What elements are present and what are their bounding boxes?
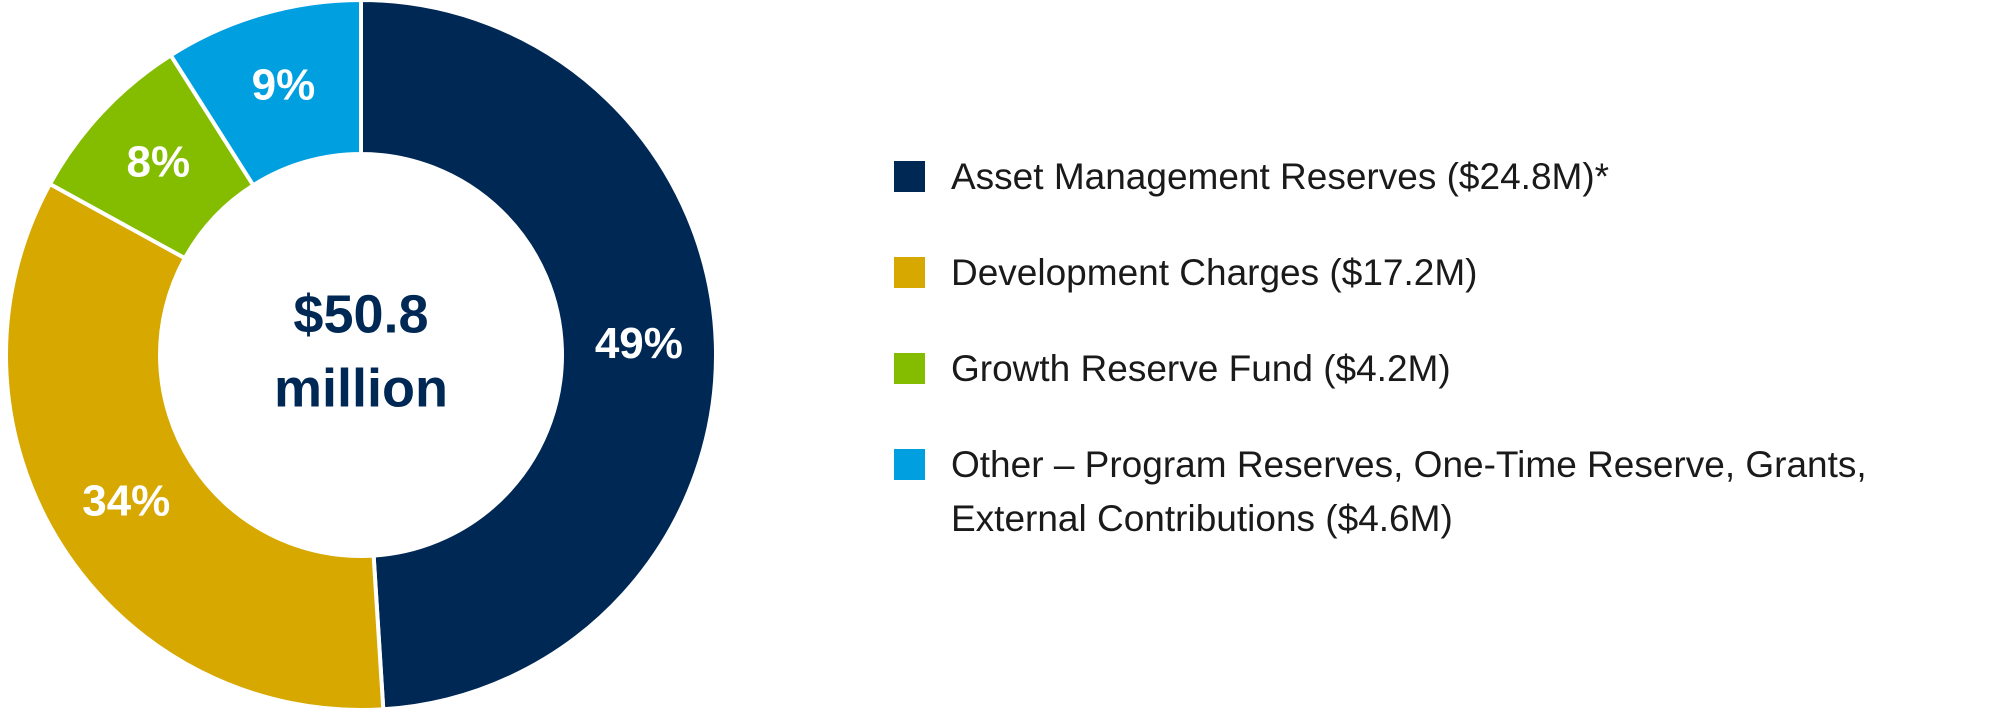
legend-item: Other – Program Reserves, One-Time Reser… (894, 438, 2004, 546)
legend-swatch (894, 353, 925, 384)
legend-label: Growth Reserve Fund ($4.2M) (951, 348, 1451, 389)
legend-label: Asset Management Reserves ($24.8M)* (951, 156, 1610, 197)
legend-swatch (894, 257, 925, 288)
legend: Asset Management Reserves ($24.8M)* Devel… (894, 150, 2004, 588)
data-label: 9% (252, 61, 316, 110)
legend-swatch (894, 449, 925, 480)
center-label: $50.8 (293, 284, 428, 344)
center-label: million (274, 358, 448, 418)
legend-swatch (894, 161, 925, 192)
legend-item: Asset Management Reserves ($24.8M)* (894, 150, 2004, 204)
donut-segment (168, 0, 363, 189)
data-label: 34% (82, 477, 170, 526)
legend-label: Other – Program Reserves, One-Time Reser… (951, 444, 1867, 539)
donut-segment (4, 181, 386, 712)
data-label: 49% (595, 319, 683, 368)
data-label: 8% (127, 137, 191, 186)
legend-item: Development Charges ($17.2M) (894, 246, 2004, 300)
donut-segment (359, 0, 718, 712)
legend-item: Growth Reserve Fund ($4.2M) (894, 342, 2004, 396)
donut-chart: 49% 34% 8% 9% $50.8 million (4, 0, 718, 712)
legend-label: Development Charges ($17.2M) (951, 252, 1478, 293)
